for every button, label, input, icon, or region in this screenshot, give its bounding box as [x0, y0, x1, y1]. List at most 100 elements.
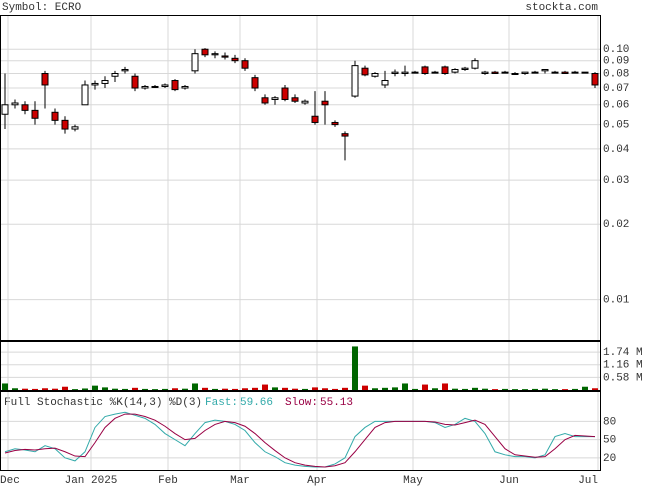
- candle-body: [151, 85, 159, 88]
- candle-body: [411, 71, 419, 74]
- candle-body: [91, 82, 99, 86]
- candle-body: [501, 71, 509, 74]
- volume-bar: [272, 387, 278, 390]
- volume-bar: [2, 383, 8, 390]
- volume-bar: [532, 388, 538, 390]
- candle-body: [441, 66, 449, 75]
- volume-bar: [22, 388, 28, 390]
- candle-body: [421, 66, 429, 75]
- y-tick-label: 50: [603, 435, 616, 447]
- volume-bar: [432, 388, 438, 390]
- volume-bar: [562, 389, 568, 390]
- y-tick-label: 0.02: [603, 219, 629, 231]
- volume-bar: [42, 388, 48, 390]
- volume-bar: [422, 384, 428, 390]
- volume-bar: [72, 389, 78, 390]
- candle-body: [331, 121, 339, 126]
- candle-body: [131, 75, 139, 89]
- y-tick-label: 0.04: [603, 144, 630, 156]
- candle-body: [561, 71, 569, 75]
- candle-body: [231, 57, 239, 62]
- candle-body: [481, 71, 489, 75]
- candle-body: [1, 104, 9, 115]
- candle-body: [21, 104, 29, 111]
- volume-bar: [462, 388, 468, 390]
- candle-body: [341, 133, 349, 137]
- volume-bar: [492, 389, 498, 390]
- volume-bar: [512, 389, 518, 390]
- candle-body: [531, 71, 539, 74]
- candle-body: [41, 73, 49, 86]
- volume-bar: [172, 388, 178, 390]
- fast-value: 59.66: [240, 397, 273, 409]
- volume-bar: [182, 388, 188, 390]
- candle-body: [111, 73, 119, 77]
- volume-bar: [322, 388, 328, 390]
- y-tick-label: 1.16 M: [603, 360, 643, 372]
- candle-body: [61, 119, 69, 130]
- volume-bar: [552, 389, 558, 390]
- volume-bar: [282, 387, 288, 390]
- candle-body: [171, 80, 179, 91]
- volume-bar: [102, 387, 108, 390]
- volume-bar: [202, 387, 208, 390]
- volume-bar: [262, 384, 268, 390]
- volume-bar: [252, 387, 258, 390]
- volume-bar: [242, 388, 248, 390]
- volume-bar: [302, 388, 308, 390]
- candle-body: [311, 115, 319, 123]
- x-tick-label: Jun: [499, 475, 519, 486]
- candle-body: [221, 55, 229, 58]
- volume-bar: [32, 388, 38, 390]
- volume-bar: [572, 388, 578, 390]
- candle-body: [211, 53, 219, 56]
- slow-label: Slow:: [285, 397, 318, 409]
- y-tick-label: 0.06: [603, 100, 629, 112]
- volume-bar: [222, 388, 228, 390]
- candle-body: [451, 68, 459, 73]
- volume-bar: [352, 346, 358, 390]
- x-tick-label: Mar: [230, 475, 250, 486]
- x-tick-label: Apr: [307, 475, 327, 486]
- candle-body: [251, 77, 259, 89]
- fast-label: Fast:: [205, 397, 238, 409]
- volume-bar: [292, 388, 298, 390]
- y-tick-label: 0.58 M: [603, 372, 643, 384]
- y-tick-label: 20: [603, 453, 616, 465]
- y-tick-label: 0.10: [603, 44, 629, 56]
- volume-bar: [312, 387, 318, 390]
- candle-body: [81, 84, 89, 106]
- y-tick-label: 0.01: [603, 295, 630, 307]
- stoch-title: Full Stochastic %K(14,3) %D(3): [4, 397, 202, 409]
- volume-bar: [232, 388, 238, 390]
- candle-body: [101, 80, 109, 84]
- volume-bar: [452, 388, 458, 390]
- candle-body: [71, 126, 79, 130]
- candle-body: [191, 53, 199, 72]
- x-tick-label: Jan 2025: [65, 475, 118, 486]
- volume-bar: [332, 388, 338, 390]
- x-tick-label: Jul: [578, 475, 598, 486]
- panel-frame: [0, 391, 601, 471]
- volume-bar: [152, 389, 158, 390]
- candle-body: [11, 102, 19, 106]
- candle-body: [291, 97, 299, 102]
- volume-bar: [522, 389, 528, 390]
- candle-body: [581, 71, 589, 74]
- y-tick-label: 0.09: [603, 56, 629, 68]
- stoch-line: [4, 411, 595, 468]
- candle-body: [281, 87, 289, 100]
- panel-frame: [0, 15, 601, 341]
- volume-bar: [62, 386, 68, 390]
- candle-body: [241, 60, 249, 69]
- candle-body: [141, 85, 149, 89]
- volume-bar: [142, 388, 148, 390]
- candle-body: [391, 71, 399, 75]
- y-tick-label: 0.03: [603, 175, 629, 187]
- volume-bar: [132, 387, 138, 390]
- symbol: Symbol: ECRO: [2, 2, 82, 14]
- y-tick-label: 0.07: [603, 83, 629, 95]
- volume-bar: [472, 387, 478, 390]
- volume-bar: [402, 383, 408, 390]
